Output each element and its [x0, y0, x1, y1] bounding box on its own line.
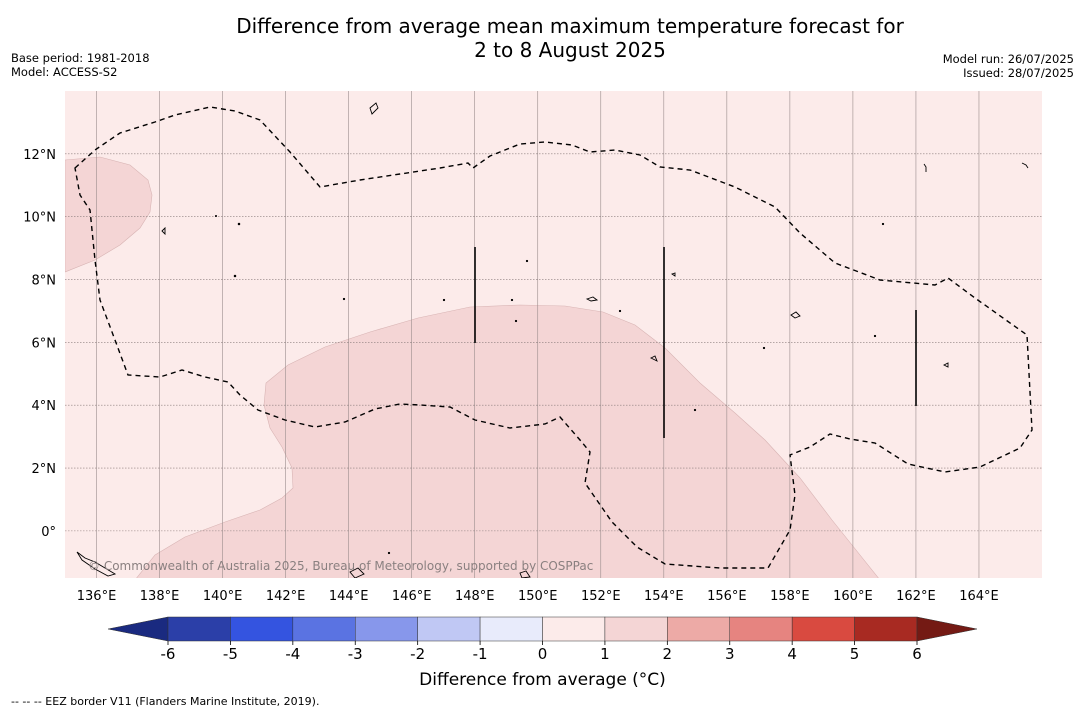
- colorbar-tick-label: 1: [600, 645, 610, 663]
- model-run-date: Model run: 26/07/2025: [942, 52, 1074, 66]
- lon-tick-label: 162°E: [896, 589, 936, 604]
- lon-tick-label: 138°E: [140, 589, 180, 604]
- colorbar-tick-label: 0: [538, 645, 548, 663]
- lat-tick-label: 12°N: [23, 148, 56, 163]
- colorbar-segment: [854, 616, 918, 642]
- chart-title: Difference from average mean maximum tem…: [170, 14, 970, 62]
- lat-tick-label: 6°N: [32, 336, 57, 351]
- colorbar-tick-label: -4: [285, 645, 300, 663]
- colorbar-tick-label: -1: [473, 645, 488, 663]
- lon-tick-label: 152°E: [581, 589, 621, 604]
- islands: [76, 102, 1029, 578]
- lat-tick-label: 2°N: [32, 462, 57, 477]
- base-period: Base period: 1981-2018: [11, 51, 150, 65]
- copyright-text: © Commonwealth of Australia 2025, Bureau…: [88, 559, 593, 573]
- title-line-2: 2 to 8 August 2025: [474, 38, 666, 62]
- run-info: Model run: 26/07/2025 Issued: 28/07/2025: [943, 52, 1074, 80]
- model-name: Model: ACCESS-S2: [11, 65, 118, 79]
- colorbar-tick-label: -5: [223, 645, 238, 663]
- lon-tick-label: 142°E: [266, 589, 306, 604]
- lat-tick-label: 0°: [41, 525, 56, 540]
- colorbar-segment: [791, 616, 855, 642]
- colorbar-segment: [729, 616, 793, 642]
- anomaly-region-central: [136, 304, 879, 578]
- colorbar-segment: [230, 616, 294, 642]
- colorbar-segment: [417, 616, 481, 642]
- colorbar-segment: [542, 616, 606, 642]
- latitude-tick-labels: 0° 2°N 4°N 6°N 8°N 10°N 12°N: [23, 148, 56, 540]
- colorbar-segment: [355, 616, 418, 642]
- colorbar-tick-label: -6: [161, 645, 176, 663]
- footnote: -- -- -- EEZ border V11 (Flanders Marine…: [11, 695, 320, 708]
- colorbar-tick-label: 6: [912, 645, 922, 663]
- latitude-gridlines: [65, 153, 1042, 532]
- longitude-gridlines: [96, 91, 980, 578]
- colorbar-over-arrow: [916, 616, 978, 642]
- colorbar-segment: [604, 616, 668, 642]
- lon-tick-label: 164°E: [959, 589, 999, 604]
- colorbar-segment: [292, 616, 356, 642]
- colorbar-segment: [667, 616, 730, 642]
- lon-tick-label: 154°E: [644, 589, 684, 604]
- lon-tick-label: 150°E: [518, 589, 558, 604]
- lon-tick-label: 140°E: [203, 589, 243, 604]
- lat-tick-label: 8°N: [32, 274, 57, 289]
- anomaly-region-west: [65, 156, 153, 273]
- colorbar-tick-label: 4: [787, 645, 797, 663]
- lon-tick-label: 148°E: [455, 589, 495, 604]
- longitude-tick-labels: 136°E 138°E 140°E 142°E 144°E 146°E 148°E 150°E…: [77, 589, 999, 604]
- lon-tick-label: 158°E: [770, 589, 810, 604]
- lon-tick-label: 146°E: [392, 589, 432, 604]
- colorbar-tick-label: 3: [725, 645, 735, 663]
- colorbar-segment: [479, 616, 543, 642]
- colorbar-tick-label: -3: [348, 645, 363, 663]
- colorbar-tick-label: 5: [850, 645, 860, 663]
- lat-tick-label: 10°N: [23, 211, 56, 226]
- colorbar-segment: [167, 616, 231, 642]
- lon-tick-label: 156°E: [707, 589, 747, 604]
- lat-tick-label: 4°N: [32, 399, 57, 414]
- title-line-1: Difference from average mean maximum tem…: [236, 14, 904, 38]
- colorbar-title: Difference from average (°C): [419, 670, 666, 690]
- colorbar-under-arrow: [107, 616, 169, 642]
- colorbar: -6 -5 -4 -3 -2 -1 0 1 2 3 4 5 6: [107, 616, 978, 663]
- lon-tick-label: 144°E: [329, 589, 369, 604]
- model-info: Base period: 1981-2018 Model: ACCESS-S2: [11, 51, 150, 79]
- colorbar-tick-label: 2: [663, 645, 673, 663]
- colorbar-tick-label: -2: [410, 645, 425, 663]
- lon-tick-label: 136°E: [77, 589, 117, 604]
- lon-tick-label: 160°E: [833, 589, 873, 604]
- issued-date: Issued: 28/07/2025: [963, 66, 1074, 80]
- eez-border: [74, 106, 1033, 569]
